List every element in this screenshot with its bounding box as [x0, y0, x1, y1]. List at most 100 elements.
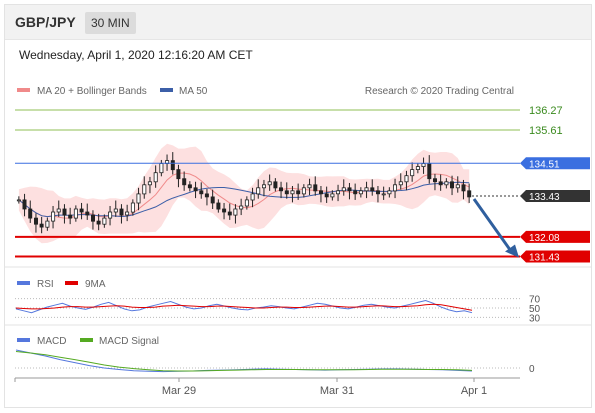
candle: [85, 203, 90, 220]
candle: [73, 205, 78, 222]
candle-body: [91, 214, 96, 222]
candle: [51, 205, 56, 229]
candle: [153, 165, 158, 188]
support-price-tag: [520, 230, 590, 243]
rsi-ma-line: [15, 303, 473, 311]
candle-body: [318, 190, 323, 195]
candle: [102, 214, 107, 228]
support-price-tag: [520, 250, 590, 263]
candle-body: [432, 178, 437, 183]
candle: [239, 198, 244, 216]
candle: [210, 189, 215, 210]
candle: [461, 179, 466, 200]
candle-body: [153, 172, 158, 183]
level-current: 133.43: [472, 189, 590, 203]
candle-body: [273, 181, 278, 189]
candle-body: [130, 202, 135, 213]
rsi-tick-label: 70: [529, 295, 541, 306]
candle-body: [244, 199, 249, 207]
candle-body: [387, 190, 392, 195]
candle: [199, 182, 204, 199]
rsi-tick-label: 30: [529, 313, 541, 324]
candle: [375, 185, 380, 203]
candle: [222, 202, 227, 220]
candle-body: [358, 190, 363, 195]
candle: [364, 181, 369, 199]
candle-body: [193, 187, 198, 192]
candle-body: [51, 211, 56, 222]
candle: [335, 184, 340, 202]
candle: [410, 162, 415, 182]
candle-body: [284, 190, 289, 195]
candle-body: [227, 211, 232, 216]
candle: [432, 173, 437, 191]
candle: [467, 183, 472, 203]
macd-legend-swatch: [17, 338, 30, 342]
candle-body: [34, 217, 39, 225]
candle: [273, 178, 278, 192]
candle: [404, 170, 409, 191]
chart-datetime: Wednesday, April 1, 2020 12:16:20 AM CET: [19, 48, 253, 62]
candle: [244, 196, 249, 210]
x-axis-label: Apr 1: [461, 385, 487, 397]
candle: [267, 174, 272, 191]
support-price-label: 131.43: [529, 253, 560, 264]
candle: [108, 205, 113, 226]
candle: [45, 217, 50, 231]
candle: [227, 203, 232, 220]
candle-body: [68, 214, 73, 219]
candle-body: [56, 208, 61, 213]
candle-body: [307, 184, 312, 189]
candle: [444, 178, 449, 189]
candle-body: [415, 166, 420, 171]
candle-body: [250, 193, 255, 201]
candle-body: [85, 211, 90, 216]
candle-body: [461, 184, 466, 192]
candle-body: [455, 184, 460, 189]
candle-body: [16, 199, 21, 202]
candle-body: [108, 211, 113, 219]
candle-body: [182, 178, 187, 186]
candle: [39, 216, 44, 234]
timeframe-badge[interactable]: 30 MIN: [85, 12, 136, 34]
candle: [256, 179, 261, 199]
candle-body: [96, 220, 101, 225]
candle: [142, 176, 147, 199]
macd-panel: 0: [15, 349, 535, 375]
candle: [16, 196, 21, 204]
bollinger-bands: [18, 143, 470, 244]
candle-body: [296, 190, 301, 195]
macd-signal-legend-swatch: [80, 338, 93, 342]
candle: [438, 174, 443, 191]
pivot-price-label: 134.51: [529, 159, 560, 170]
candle: [370, 179, 375, 196]
candle-body: [142, 184, 147, 195]
candle: [387, 187, 392, 198]
pivot-price-tag: [520, 157, 590, 170]
candle-body: [159, 163, 164, 174]
candle: [176, 164, 181, 188]
macd-tick-label: 0: [529, 364, 535, 375]
candle: [307, 178, 312, 196]
candle-body: [256, 187, 261, 195]
candle-body: [239, 205, 244, 210]
candle-body: [102, 217, 107, 225]
currency-pair-title: GBP/JPY: [15, 14, 76, 30]
candle-body: [353, 190, 358, 195]
level-pivot: 134.51: [15, 157, 590, 170]
candle-body: [216, 202, 221, 210]
current-price-label: 133.43: [529, 192, 560, 203]
candle: [341, 179, 346, 196]
candlestick-series: [16, 152, 472, 234]
level-resistance: 136.27: [15, 105, 563, 117]
bollinger-band-fill: [18, 143, 470, 244]
level-resistance: 135.61: [15, 125, 563, 137]
candle: [284, 182, 289, 199]
candle-body: [341, 187, 346, 192]
candle-body: [79, 208, 84, 213]
candle: [261, 179, 266, 197]
candle-body: [39, 223, 44, 228]
candle-body: [364, 187, 369, 192]
